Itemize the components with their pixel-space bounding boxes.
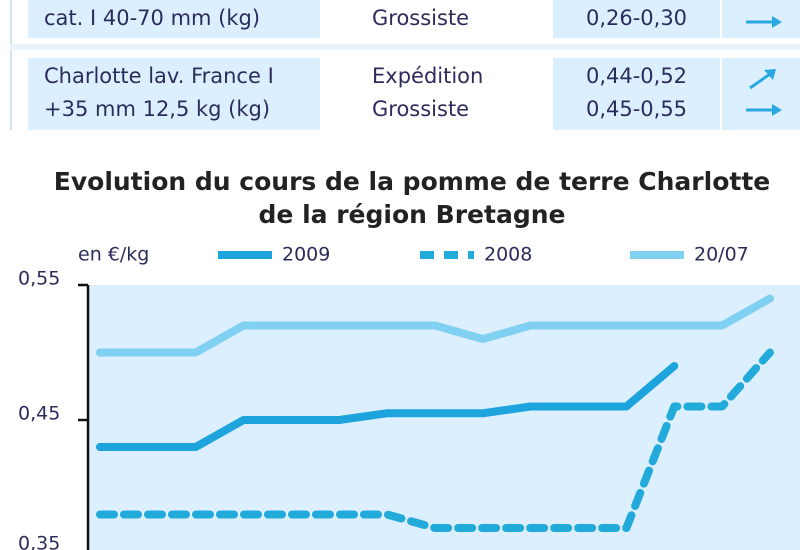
product-text: cat. I 40-70 mm (kg) [44, 6, 261, 30]
product-text: Charlotte lav. France I [44, 64, 274, 88]
chart-title: de la région Bretagne [259, 200, 566, 229]
series-line [96, 294, 774, 357]
y-tick-label: 0,55 [18, 268, 60, 290]
product-cell: Charlotte lav. France I +35 mm 12,5 kg (k… [28, 58, 320, 130]
price-cell: 0,26-0,30 [553, 0, 720, 38]
table-border [10, 0, 12, 130]
y-tick-label: 0,45 [18, 403, 60, 425]
arrow-cell [722, 58, 800, 130]
trend-arrow [746, 104, 782, 116]
legend-label: 2008 [484, 244, 532, 266]
y-tick-label: 0,35 [18, 533, 60, 550]
price-cell: 0,44-0,52 0,45-0,55 [553, 58, 720, 130]
legend-label: 20/07 [694, 244, 749, 266]
price-text: 0,44-0,52 [585, 64, 688, 88]
legend-label: 2009 [282, 244, 330, 266]
product-text: +35 mm 12,5 kg (kg) [44, 97, 271, 121]
series-line [96, 362, 679, 451]
market-cell: Grossiste [322, 0, 550, 38]
trend-arrow [749, 69, 776, 90]
price-text: 0,26-0,30 [585, 6, 688, 30]
row-separator [10, 44, 800, 50]
product-cell: cat. I 40-70 mm (kg) [28, 0, 320, 38]
arrow-cell [722, 0, 800, 38]
trend-arrow [746, 16, 782, 28]
y-axis-unit: en €/kg [78, 244, 149, 266]
market-text: Expédition [372, 64, 484, 88]
series-line [96, 348, 774, 532]
market-cell: Expédition Grossiste [322, 58, 550, 130]
market-text: Grossiste [372, 97, 470, 121]
chart-title: Evolution du cours de la pomme de terre … [54, 167, 770, 196]
market-text: Grossiste [372, 6, 470, 30]
price-text: 0,45-0,55 [585, 97, 688, 121]
